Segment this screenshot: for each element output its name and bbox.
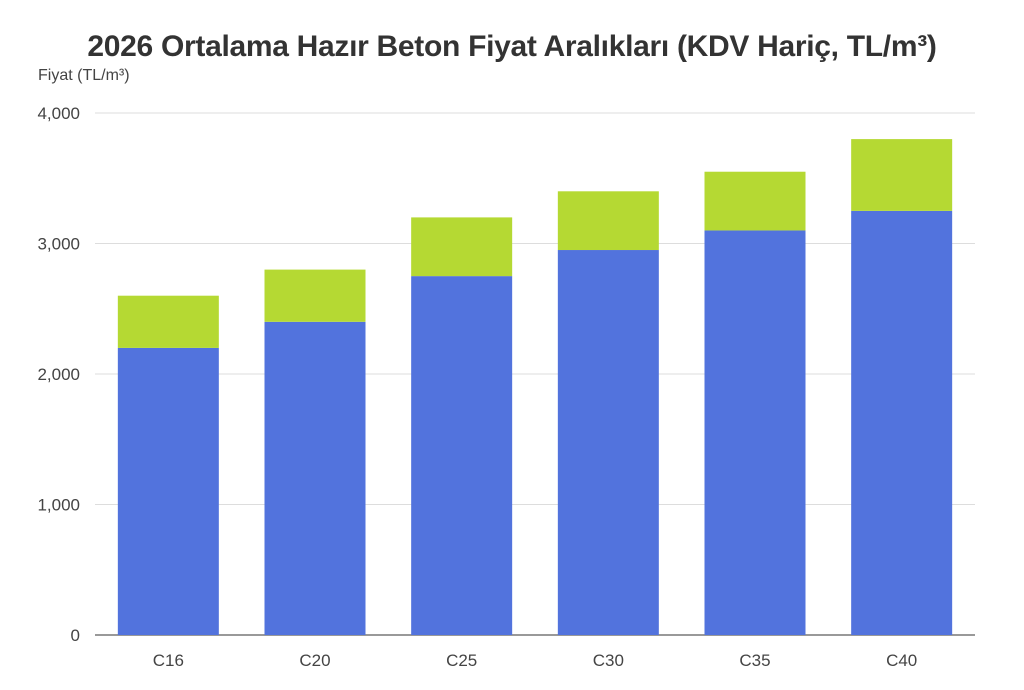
bar-C30-segment-1: [557, 250, 659, 635]
y-tick-label: 1,000: [37, 496, 80, 515]
bar-C40-segment-2: [851, 139, 953, 211]
bar-C40-segment-1: [851, 210, 953, 635]
bar-C20-segment-1: [264, 321, 366, 635]
x-tick-label: C16: [153, 651, 184, 670]
y-tick-label: 3,000: [37, 235, 80, 254]
bar-C25-segment-2: [411, 217, 513, 277]
bar-C25-segment-1: [411, 276, 513, 635]
y-tick-label: 4,000: [37, 104, 80, 123]
bar-C30-segment-2: [557, 191, 659, 251]
x-tick-label: C30: [593, 651, 624, 670]
y-axis-label: Fiyat (TL/m³): [38, 67, 130, 84]
x-tick-label: C40: [886, 651, 917, 670]
bar-C16-segment-2: [117, 295, 219, 348]
bar-C16-segment-1: [117, 347, 219, 635]
x-tick-label: C35: [739, 651, 770, 670]
x-tick-label: C25: [446, 651, 477, 670]
x-tick-label: C20: [299, 651, 330, 670]
bar-C35-segment-2: [704, 171, 806, 231]
bar-C35-segment-1: [704, 230, 806, 635]
bar-C20-segment-2: [264, 269, 366, 322]
y-tick-label: 2,000: [37, 365, 80, 384]
chart-title: 2026 Ortalama Hazır Beton Fiyat Aralıkla…: [87, 30, 937, 63]
y-tick-label: 0: [71, 626, 80, 645]
